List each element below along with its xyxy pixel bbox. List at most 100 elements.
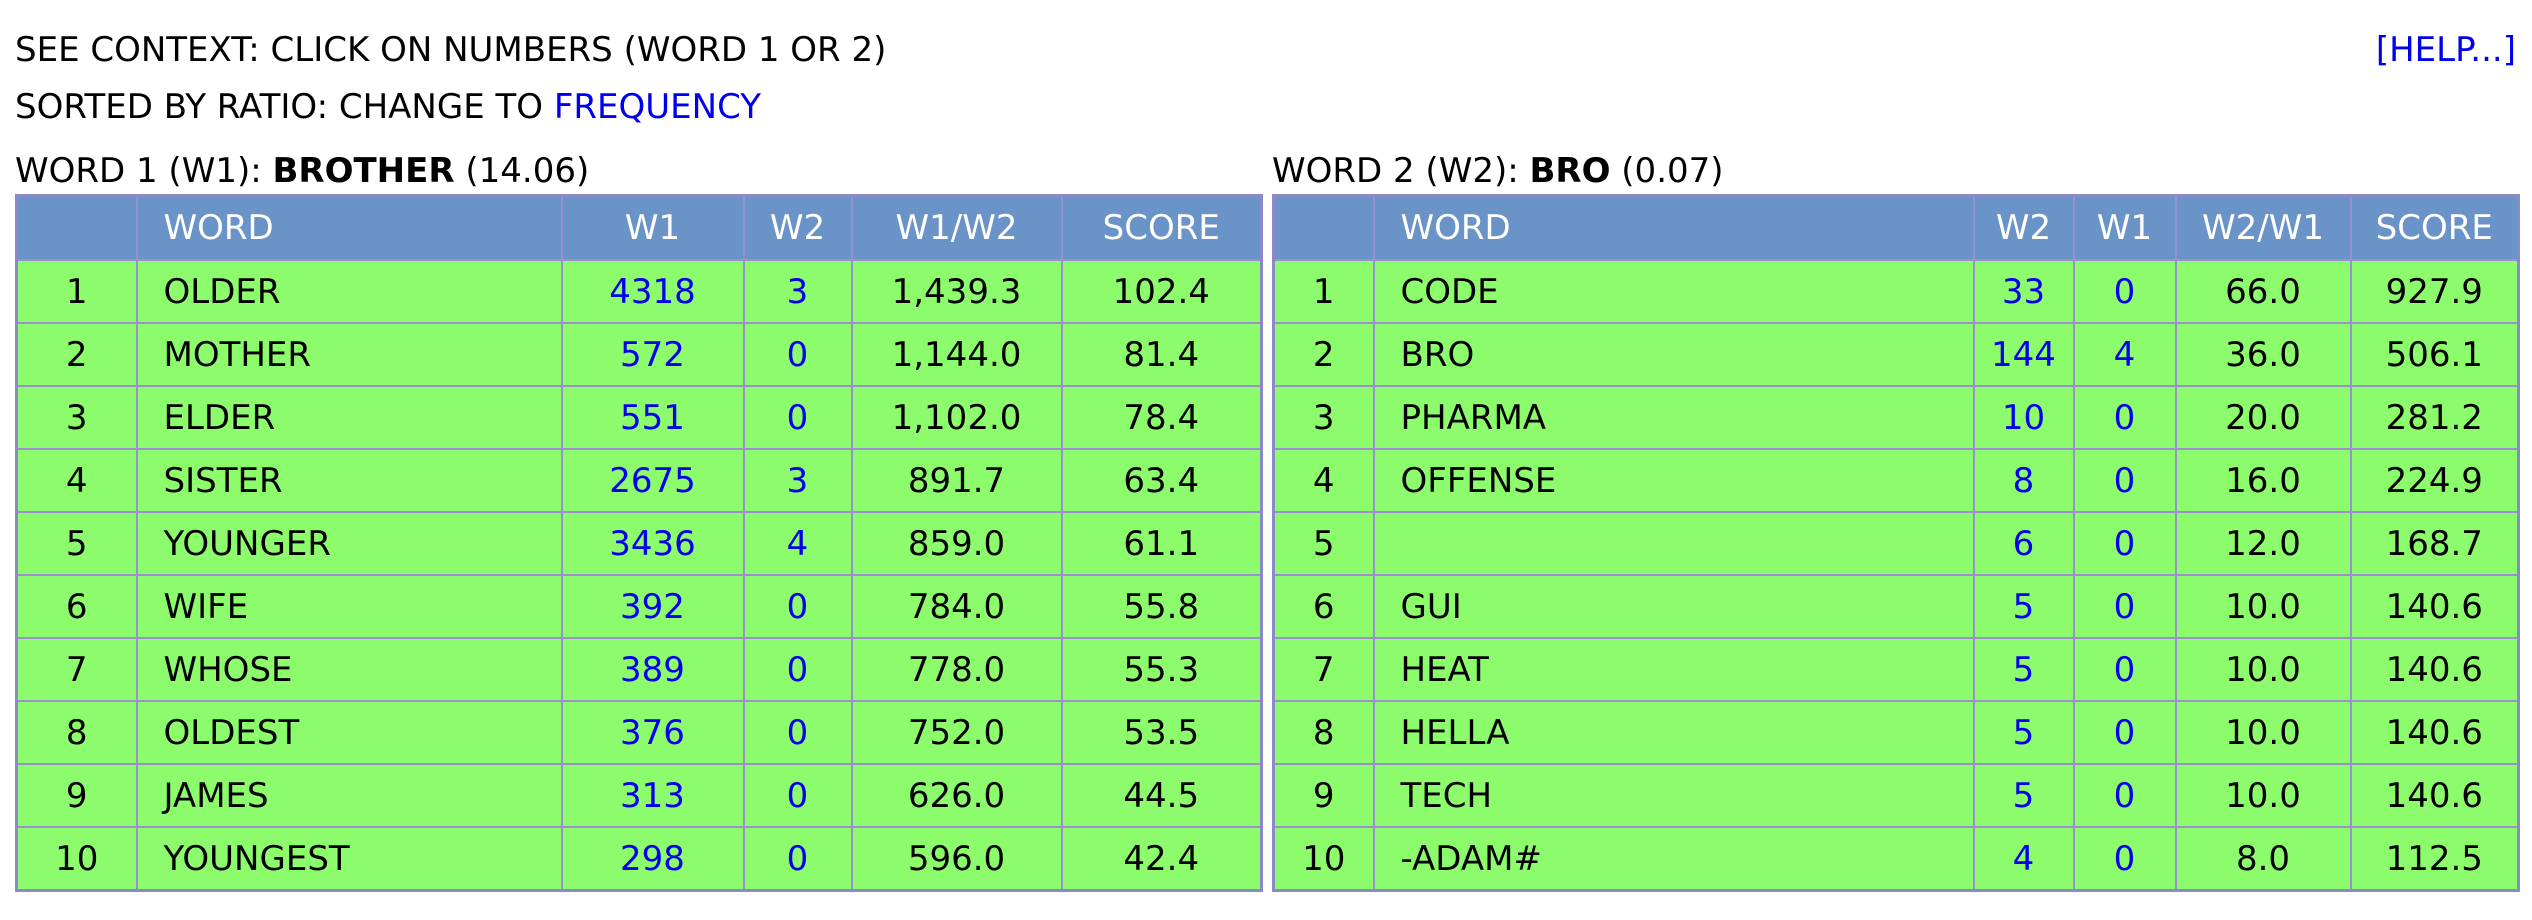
rank-cell: 3 (1272, 385, 1375, 450)
score-cell: 224.9 (2349, 448, 2520, 513)
w2-count-link[interactable]: 10 (2001, 397, 2046, 438)
context-text: SEE CONTEXT: CLICK ON NUMBERS (WORD 1 OR… (15, 30, 887, 70)
rank-header (1272, 194, 1375, 261)
word-cell (1372, 511, 1975, 576)
w1-count-link[interactable]: 313 (620, 775, 685, 816)
w2-count-link[interactable]: 0 (786, 334, 809, 375)
word-cell: -ADAM# (1372, 826, 1975, 892)
word-cell: OFFENSE (1372, 448, 1975, 513)
w2-cell: 3 (742, 259, 853, 324)
w1-count-link[interactable]: 376 (620, 712, 685, 753)
word-cell: PHARMA (1372, 385, 1975, 450)
score-header: SCORE (2349, 194, 2520, 261)
frequency-sort-link[interactable]: FREQUENCY (553, 87, 761, 127)
ratio-cell: 10.0 (2174, 700, 2352, 765)
w2-count-link[interactable]: 3 (786, 460, 809, 501)
ratio-cell: 784.0 (850, 574, 1063, 639)
w2-count-link[interactable]: 5 (2012, 712, 2035, 753)
ratio-cell: 36.0 (2174, 322, 2352, 387)
score-cell: 81.4 (1060, 322, 1263, 387)
w2-count-link[interactable]: 3 (786, 271, 809, 312)
w2-count-link[interactable]: 0 (786, 712, 809, 753)
w2-count-link[interactable]: 0 (786, 775, 809, 816)
w1-cell: 0 (2072, 259, 2177, 324)
word-cell: YOUNGER (135, 511, 563, 576)
w2-count-link[interactable]: 0 (786, 838, 809, 879)
w1-count-link[interactable]: 572 (620, 334, 685, 375)
w2-cell: 10 (1972, 385, 2075, 450)
score-cell: 61.1 (1060, 511, 1263, 576)
ratio-cell: 778.0 (850, 637, 1063, 702)
w2-cell: 144 (1972, 322, 2075, 387)
w1-count-link[interactable]: 392 (620, 586, 685, 627)
w1-header: W1 (560, 194, 745, 261)
word-cell: GUI (1372, 574, 1975, 639)
score-cell: 44.5 (1060, 763, 1263, 828)
w1-count-link[interactable]: 0 (2113, 838, 2136, 879)
ratio-cell: 10.0 (2174, 574, 2352, 639)
w1-count-link[interactable]: 389 (620, 649, 685, 690)
table-row: 9 JAMES 313 0 626.0 44.5 (15, 763, 1263, 828)
word1-collocates-table: WORD W1 W2 W1/W2 SCORE 1 OLDER 4318 3 1,439.… (15, 194, 1263, 892)
word-cell: SISTER (135, 448, 563, 513)
w2-cell: 8 (1972, 448, 2075, 513)
ratio-cell: 1,144.0 (850, 322, 1063, 387)
table-row: 7 HEAT 5 0 10.0 140.6 (1272, 637, 2520, 702)
w2-count-link[interactable]: 144 (1991, 334, 2056, 375)
w1-count-link[interactable]: 0 (2113, 523, 2136, 564)
w2-cell: 5 (1972, 574, 2075, 639)
w1-count-link[interactable]: 2675 (609, 460, 696, 501)
w1-count-link[interactable]: 0 (2113, 649, 2136, 690)
table-header-row: WORD W1 W2 W1/W2 SCORE (15, 194, 1263, 261)
w1-count-link[interactable]: 0 (2113, 712, 2136, 753)
word-cell: JAMES (135, 763, 563, 828)
w1-count-link[interactable]: 4 (2113, 334, 2136, 375)
w1-count-link[interactable]: 0 (2113, 397, 2136, 438)
w1-count-link[interactable]: 3436 (609, 523, 696, 564)
word2-title: WORD 2 (W2): BRO (0.07) (1272, 151, 1724, 191)
word-cell: CODE (1372, 259, 1975, 324)
ratio-cell: 626.0 (850, 763, 1063, 828)
ratio-cell: 20.0 (2174, 385, 2352, 450)
w2-cell: 0 (742, 574, 853, 639)
word-cell: OLDER (135, 259, 563, 324)
w1-count-link[interactable]: 551 (620, 397, 685, 438)
table-row: 4 SISTER 2675 3 891.7 63.4 (15, 448, 1263, 513)
w1-count-link[interactable]: 0 (2113, 460, 2136, 501)
w1-header: W1 (2072, 194, 2177, 261)
word-header: WORD (135, 194, 563, 261)
ratio-cell: 66.0 (2174, 259, 2352, 324)
w2-count-link[interactable]: 4 (2012, 838, 2035, 879)
word1-value: BROTHER (272, 151, 455, 191)
w2-count-link[interactable]: 0 (786, 586, 809, 627)
w1-count-link[interactable]: 0 (2113, 271, 2136, 312)
w2-count-link[interactable]: 33 (2001, 271, 2046, 312)
w2-count-link[interactable]: 8 (2012, 460, 2035, 501)
ratio-cell: 10.0 (2174, 637, 2352, 702)
w2-count-link[interactable]: 6 (2012, 523, 2035, 564)
w2-cell: 0 (742, 322, 853, 387)
w1-cell: 313 (560, 763, 745, 828)
help-link[interactable]: [HELP...] (2375, 30, 2516, 70)
w2-count-link[interactable]: 5 (2012, 586, 2035, 627)
w2-header: W2 (1972, 194, 2075, 261)
ratio-header: W2/W1 (2174, 194, 2352, 261)
w2-count-link[interactable]: 0 (786, 397, 809, 438)
word-header: WORD (1372, 194, 1975, 261)
w1-cell: 0 (2072, 826, 2177, 892)
score-cell: 140.6 (2349, 700, 2520, 765)
rank-header (15, 194, 138, 261)
w1-count-link[interactable]: 0 (2113, 775, 2136, 816)
w2-count-link[interactable]: 5 (2012, 775, 2035, 816)
w1-count-link[interactable]: 0 (2113, 586, 2136, 627)
table-row: 2 BRO 144 4 36.0 506.1 (1272, 322, 2520, 387)
w2-cell: 0 (742, 826, 853, 892)
w2-count-link[interactable]: 4 (786, 523, 809, 564)
w1-count-link[interactable]: 298 (620, 838, 685, 879)
w2-count-link[interactable]: 0 (786, 649, 809, 690)
score-cell: 140.6 (2349, 637, 2520, 702)
word1-ratio: (14.06) (465, 151, 590, 191)
rank-cell: 7 (1272, 637, 1375, 702)
w2-count-link[interactable]: 5 (2012, 649, 2035, 690)
w1-count-link[interactable]: 4318 (609, 271, 696, 312)
